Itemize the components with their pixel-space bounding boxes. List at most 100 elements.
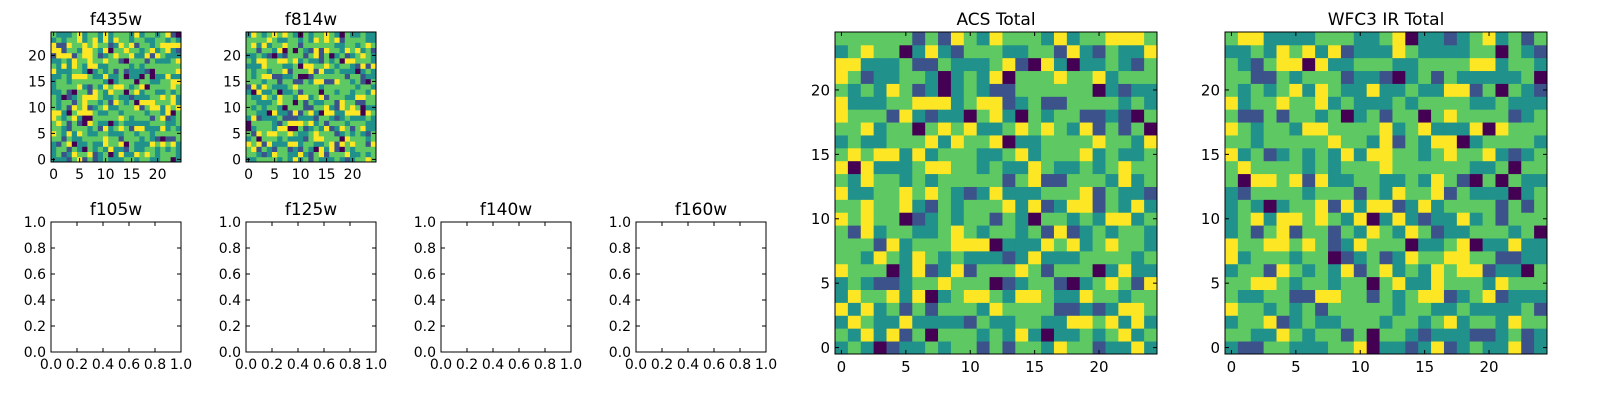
- heatmap-cell: [303, 110, 309, 116]
- heatmap-cell: [61, 104, 67, 111]
- heatmap-cell: [318, 110, 325, 116]
- heatmap-cell: [989, 32, 1003, 46]
- heatmap-cell: [963, 44, 978, 59]
- heatmap-cell: [1144, 109, 1158, 123]
- heatmap-cell: [1276, 147, 1290, 162]
- heatmap-cell: [1263, 44, 1277, 59]
- heatmap-cell: [77, 151, 83, 158]
- x-tick-label: 0: [244, 167, 253, 183]
- heatmap-cell: [318, 84, 325, 90]
- heatmap-cell: [155, 104, 161, 111]
- heatmap-cell: [282, 146, 288, 152]
- heatmap-cell: [287, 63, 294, 69]
- heatmap-cell: [118, 47, 125, 54]
- heatmap-cell: [313, 73, 320, 80]
- heatmap-cell: [899, 289, 913, 303]
- heatmap-cell: [1144, 289, 1158, 303]
- heatmap-cell: [1302, 199, 1316, 213]
- heatmap-cell: [886, 263, 900, 278]
- heatmap-cell: [123, 130, 130, 137]
- heatmap-cell: [82, 42, 88, 48]
- heatmap-cell: [1225, 212, 1239, 226]
- heatmap-cell: [1225, 135, 1239, 149]
- heatmap-cell: [334, 73, 340, 80]
- heatmap-cell: [1276, 173, 1290, 187]
- heatmap-cell: [1105, 225, 1119, 239]
- heatmap-cell: [938, 70, 952, 84]
- heatmap-cell: [308, 47, 314, 54]
- heatmap-cell: [1237, 315, 1252, 329]
- heatmap-cell: [938, 186, 952, 200]
- heatmap-cell: [97, 151, 104, 158]
- heatmap-cell: [251, 120, 257, 126]
- heatmap-cell: [97, 42, 104, 48]
- heatmap-cell: [963, 199, 978, 213]
- heatmap-cell: [77, 58, 83, 64]
- heatmap-cell: [165, 94, 171, 100]
- heatmap-cell: [1469, 289, 1483, 303]
- heatmap-cell: [1418, 341, 1432, 355]
- heatmap-cell: [1379, 225, 1393, 239]
- heatmap-cell: [886, 238, 900, 252]
- heatmap-cell: [1263, 276, 1277, 290]
- heatmap-cell: [1418, 276, 1432, 290]
- heatmap-cell: [92, 78, 99, 85]
- heatmap-cell: [170, 84, 177, 90]
- heatmap-cell: [1118, 250, 1132, 265]
- heatmap-cell: [355, 146, 361, 152]
- heatmap-cell: [950, 212, 965, 226]
- heatmap-cell: [370, 68, 377, 74]
- heatmap-cell: [1495, 276, 1509, 290]
- heatmap-cell: [1118, 173, 1132, 187]
- heatmap-cell: [329, 32, 335, 38]
- heatmap-cell: [92, 151, 99, 158]
- heatmap-cell: [1456, 122, 1471, 136]
- heatmap-cell: [1418, 250, 1432, 265]
- heatmap-cell: [1131, 315, 1145, 329]
- heatmap-cell: [1092, 173, 1106, 187]
- heatmap-cell: [365, 32, 372, 38]
- heatmap-cell: [118, 99, 125, 106]
- heatmap-cell: [129, 78, 135, 85]
- heatmap-cell: [1405, 302, 1419, 316]
- heatmap-cell: [925, 238, 939, 252]
- heatmap-cell: [149, 68, 156, 74]
- heatmap-cell: [155, 52, 161, 59]
- heatmap-cell: [103, 58, 109, 64]
- heatmap-cell: [365, 156, 372, 163]
- heatmap-cell: [1002, 212, 1016, 226]
- heatmap-cell: [308, 42, 314, 48]
- heatmap-cell: [344, 63, 351, 69]
- heatmap-cell: [1079, 238, 1093, 252]
- heatmap-cell: [1392, 96, 1406, 110]
- heatmap-cell: [292, 63, 299, 69]
- heatmap-cell: [873, 212, 887, 226]
- heatmap-cell: [1105, 135, 1119, 149]
- heatmap-cell: [261, 32, 268, 38]
- heatmap-cell: [308, 146, 314, 152]
- heatmap-cell: [334, 68, 340, 74]
- heatmap-cell: [360, 104, 366, 111]
- heatmap-cell: [92, 120, 99, 126]
- heatmap-cell: [66, 125, 73, 132]
- heatmap-cell: [313, 99, 320, 106]
- heatmap-cell: [1144, 328, 1158, 342]
- heatmap-cell: [1276, 96, 1290, 110]
- heatmap-cell: [925, 199, 939, 213]
- heatmap-cell: [51, 120, 57, 126]
- heatmap-cell: [113, 130, 119, 137]
- heatmap-cell: [77, 42, 83, 48]
- x-tick-label: 10: [97, 167, 115, 183]
- heatmap-cell: [282, 52, 288, 59]
- heatmap-cell: [1456, 109, 1471, 123]
- heatmap-cell: [1366, 341, 1380, 355]
- heatmap-cell: [1379, 32, 1393, 46]
- heatmap-cell: [71, 68, 78, 74]
- heatmap-cell: [950, 328, 965, 342]
- heatmap-cell: [251, 68, 257, 74]
- heatmap-cell: [298, 89, 304, 95]
- heatmap-cell: [370, 47, 377, 54]
- heatmap-cell: [66, 141, 73, 147]
- heatmap-cell: [925, 315, 939, 329]
- axes-frame: [834, 31, 1158, 355]
